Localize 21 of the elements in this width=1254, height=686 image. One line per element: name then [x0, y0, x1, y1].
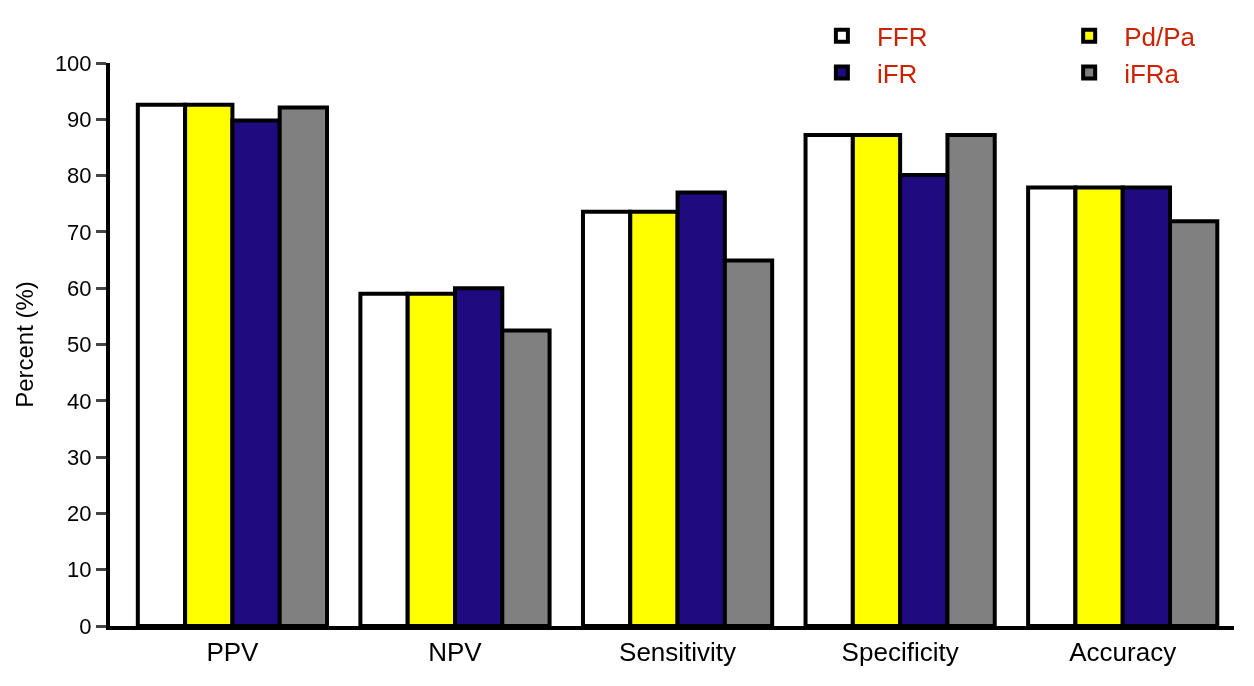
y-tick-label: 70 — [67, 219, 92, 245]
legend-label: FFR — [876, 21, 928, 52]
y-tick-label: 100 — [54, 50, 92, 76]
legend-label: iFRa — [1124, 58, 1180, 89]
x-tick-label: NPV — [428, 637, 483, 668]
y-tick-label: 40 — [67, 388, 92, 414]
y-tick-label: 0 — [79, 613, 92, 639]
legend-label: iFR — [876, 58, 918, 89]
y-tick-label: 60 — [67, 275, 92, 301]
legend-label: Pd/Pa — [1124, 21, 1196, 52]
y-tick-label: 20 — [67, 501, 92, 527]
x-tick-label: Accuracy — [1069, 637, 1177, 668]
y-tick-label: 30 — [67, 444, 92, 470]
x-tick-label: Sensitivity — [619, 637, 737, 668]
y-tick-label: 80 — [67, 163, 92, 189]
y-tick-label: 90 — [67, 107, 92, 132]
x-tick-label: Specificity — [841, 637, 959, 668]
y-axis-title: Percent (%) — [11, 281, 39, 408]
x-tick-label: PPV — [206, 637, 260, 668]
y-tick-label: 50 — [67, 332, 92, 358]
y-tick-label: 10 — [67, 557, 92, 583]
